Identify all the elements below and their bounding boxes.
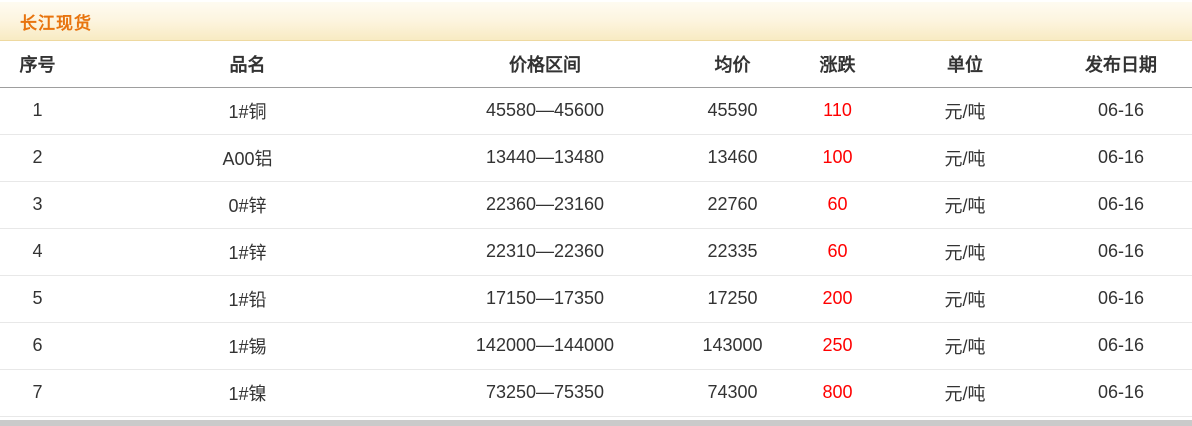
table-row: 5 1#铅 17150—17350 17250 200 元/吨 06-16 <box>0 275 1192 323</box>
cell-name: 0#锌 <box>75 181 420 229</box>
cell-avg: 74300 <box>670 369 795 417</box>
cell-index: 6 <box>0 322 75 370</box>
table-row: 3 0#锌 22360—23160 22760 60 元/吨 06-16 <box>0 181 1192 229</box>
cell-avg: 143000 <box>670 322 795 370</box>
cell-index: 5 <box>0 275 75 323</box>
col-header-unit: 单位 <box>880 41 1050 88</box>
cell-range: 13440—13480 <box>420 134 670 182</box>
cell-unit: 元/吨 <box>880 369 1050 417</box>
table-row: 4 1#锌 22310—22360 22335 60 元/吨 06-16 <box>0 228 1192 276</box>
cell-index: 3 <box>0 181 75 229</box>
col-header-avg: 均价 <box>670 41 795 88</box>
cell-index: 7 <box>0 369 75 417</box>
cell-change: 60 <box>795 181 880 229</box>
cell-unit: 元/吨 <box>880 228 1050 276</box>
cell-date: 06-16 <box>1050 134 1192 182</box>
cell-unit: 元/吨 <box>880 87 1050 135</box>
table-row: 2 A00铝 13440—13480 13460 100 元/吨 06-16 <box>0 134 1192 182</box>
cell-avg: 22760 <box>670 181 795 229</box>
cell-name: 1#镍 <box>75 369 420 417</box>
col-header-index: 序号 <box>0 41 75 88</box>
cell-date: 06-16 <box>1050 181 1192 229</box>
cell-date: 06-16 <box>1050 369 1192 417</box>
cell-date: 06-16 <box>1050 275 1192 323</box>
section-titlebar: 长江现货 <box>0 2 1192 41</box>
cell-name: A00铝 <box>75 134 420 182</box>
spot-price-table: 序号 品名 价格区间 均价 涨跌 单位 发布日期 1 1#铜 45580—45600… <box>0 41 1192 417</box>
cell-unit: 元/吨 <box>880 322 1050 370</box>
cell-range: 22360—23160 <box>420 181 670 229</box>
cell-index: 2 <box>0 134 75 182</box>
cell-date: 06-16 <box>1050 322 1192 370</box>
cell-range: 73250—75350 <box>420 369 670 417</box>
cell-unit: 元/吨 <box>880 134 1050 182</box>
cell-name: 1#锡 <box>75 322 420 370</box>
cell-avg: 13460 <box>670 134 795 182</box>
table-row: 1 1#铜 45580—45600 45590 110 元/吨 06-16 <box>0 87 1192 135</box>
cell-date: 06-16 <box>1050 228 1192 276</box>
cell-change: 100 <box>795 134 880 182</box>
cell-index: 4 <box>0 228 75 276</box>
cell-index: 1 <box>0 87 75 135</box>
cell-change: 250 <box>795 322 880 370</box>
cell-avg: 17250 <box>670 275 795 323</box>
table-row: 6 1#锡 142000—144000 143000 250 元/吨 06-16 <box>0 322 1192 370</box>
cell-range: 45580—45600 <box>420 87 670 135</box>
cell-name: 1#铅 <box>75 275 420 323</box>
cell-name: 1#锌 <box>75 228 420 276</box>
section-title: 长江现货 <box>20 13 92 33</box>
cell-unit: 元/吨 <box>880 181 1050 229</box>
cell-range: 22310—22360 <box>420 228 670 276</box>
cell-avg: 45590 <box>670 87 795 135</box>
cell-range: 17150—17350 <box>420 275 670 323</box>
col-header-range: 价格区间 <box>420 41 670 88</box>
price-table-body: 1 1#铜 45580—45600 45590 110 元/吨 06-16 2 A00铝 1344… <box>0 87 1192 417</box>
cell-range: 142000—144000 <box>420 322 670 370</box>
cell-change: 110 <box>795 87 880 135</box>
cell-avg: 22335 <box>670 228 795 276</box>
cell-change: 800 <box>795 369 880 417</box>
cell-change: 60 <box>795 228 880 276</box>
cell-unit: 元/吨 <box>880 275 1050 323</box>
col-header-change: 涨跌 <box>795 41 880 88</box>
col-header-date: 发布日期 <box>1050 41 1192 88</box>
cell-date: 06-16 <box>1050 87 1192 135</box>
cell-name: 1#铜 <box>75 87 420 135</box>
table-header-row: 序号 品名 价格区间 均价 涨跌 单位 发布日期 <box>0 41 1192 88</box>
table-row: 7 1#镍 73250—75350 74300 800 元/吨 06-16 <box>0 369 1192 417</box>
cell-change: 200 <box>795 275 880 323</box>
bottom-divider <box>0 419 1192 426</box>
col-header-name: 品名 <box>75 41 420 88</box>
